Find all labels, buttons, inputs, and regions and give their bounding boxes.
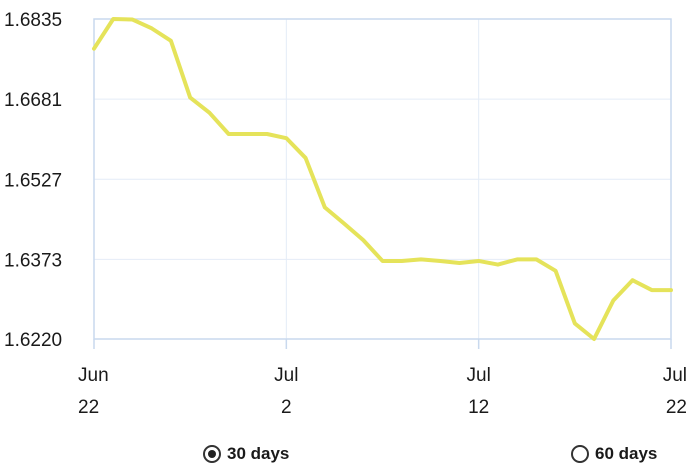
series-line [92, 17, 673, 341]
y-tick-label: 1.6527 [4, 170, 62, 191]
range-30-days-label: 30 days [227, 444, 290, 463]
range-60-days-option[interactable]: 60 days [571, 444, 657, 464]
y-axis-ticks: 1.6835 1.6681 1.6527 1.6373 1.6220 [4, 10, 62, 351]
x-axis-ticks: Jun 22 Jul 2 Jul 12 Jul 22 [78, 339, 687, 418]
radio-unselected-icon[interactable] [571, 445, 589, 463]
x-tick-label-line2: 22 [666, 397, 687, 418]
x-tick-label-line2: 2 [281, 397, 292, 418]
x-tick-label-line1: Jun [78, 365, 109, 386]
range-60-days-label: 60 days [595, 444, 658, 463]
plot-frame [93, 18, 672, 340]
x-tick-label-line2: 12 [468, 397, 489, 418]
x-tick-label-line1: Jul [663, 365, 687, 386]
radio-dot [208, 450, 216, 458]
y-tick-label: 1.6373 [4, 250, 62, 271]
x-tick-label-line1: Jul [274, 365, 298, 386]
line-chart: 1.6835 1.6681 1.6527 1.6373 1.6220 Jun 22 Jul 2… [4, 10, 687, 418]
radio-selected-icon[interactable] [203, 445, 221, 463]
range-30-days-option[interactable]: 30 days [203, 444, 289, 464]
x-tick-label-line1: Jul [467, 365, 491, 386]
y-tick-label: 1.6681 [4, 90, 62, 111]
x-tick-label-line2: 22 [78, 397, 99, 418]
y-tick-label: 1.6220 [4, 330, 62, 351]
y-tick-label: 1.6835 [4, 10, 62, 31]
series-layer [92, 17, 673, 341]
